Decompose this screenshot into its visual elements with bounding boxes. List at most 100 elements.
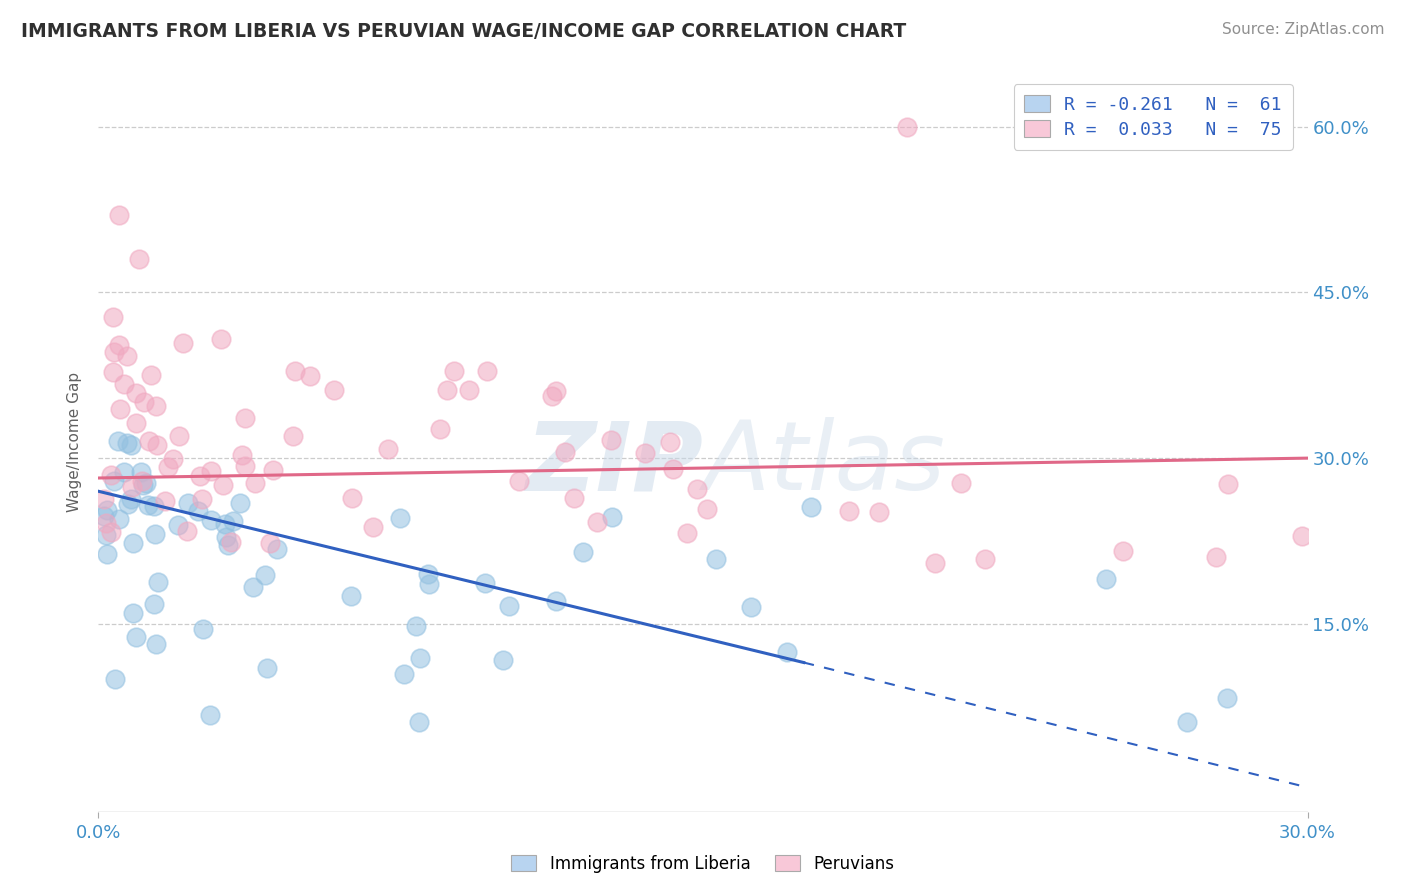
Point	[340, 589, 363, 603]
Point	[233, 410, 256, 425]
Point	[221, 535, 243, 549]
Point	[107, 434, 129, 449]
Point	[233, 458, 256, 473]
Point	[143, 527, 166, 541]
Point	[281, 429, 304, 443]
Point	[775, 645, 797, 659]
Point	[138, 434, 160, 449]
Point	[634, 446, 657, 460]
Point	[1095, 573, 1118, 587]
Point	[121, 480, 143, 494]
Point	[242, 581, 264, 595]
Point	[122, 607, 145, 621]
Point	[115, 436, 138, 450]
Point	[256, 661, 278, 675]
Text: Atlas: Atlas	[703, 417, 945, 510]
Text: Source: ZipAtlas.com: Source: ZipAtlas.com	[1222, 22, 1385, 37]
Point	[686, 482, 709, 496]
Point	[93, 492, 115, 507]
Point	[146, 437, 169, 451]
Point	[554, 445, 576, 459]
Point	[146, 575, 169, 590]
Point	[361, 520, 384, 534]
Point	[200, 708, 222, 723]
Point	[800, 500, 823, 515]
Point	[228, 496, 250, 510]
Point	[112, 377, 135, 392]
Point	[214, 517, 236, 532]
Point	[200, 513, 222, 527]
Point	[200, 465, 222, 479]
Point	[107, 208, 129, 222]
Point	[284, 364, 307, 378]
Point	[696, 502, 718, 516]
Point	[298, 369, 321, 384]
Point	[1216, 690, 1239, 705]
Point	[443, 363, 465, 377]
Point	[96, 547, 118, 561]
Point	[245, 476, 267, 491]
Point	[950, 476, 973, 491]
Point	[222, 514, 245, 528]
Point	[562, 491, 585, 505]
Point	[157, 459, 180, 474]
Point	[973, 552, 995, 566]
Point	[108, 402, 131, 417]
Point	[128, 252, 150, 267]
Point	[96, 528, 118, 542]
Point	[209, 332, 232, 346]
Point	[155, 494, 177, 508]
Point	[125, 416, 148, 430]
Point	[1216, 477, 1239, 491]
Point	[96, 502, 118, 516]
Point	[145, 399, 167, 413]
Text: ZIP: ZIP	[524, 417, 703, 510]
Point	[103, 345, 125, 359]
Point	[193, 622, 215, 636]
Point	[101, 310, 124, 325]
Point	[135, 476, 157, 491]
Point	[93, 509, 115, 524]
Point	[838, 504, 860, 518]
Point	[141, 368, 163, 382]
Point	[177, 495, 200, 509]
Point	[661, 462, 683, 476]
Point	[117, 497, 139, 511]
Point	[599, 433, 621, 447]
Point	[658, 435, 681, 450]
Point	[1175, 714, 1198, 729]
Point	[112, 465, 135, 479]
Point	[142, 499, 165, 513]
Point	[600, 510, 623, 524]
Point	[136, 498, 159, 512]
Point	[394, 667, 416, 681]
Point	[120, 437, 142, 451]
Point	[259, 536, 281, 550]
Point	[176, 524, 198, 538]
Point	[121, 536, 143, 550]
Point	[215, 529, 238, 543]
Point	[896, 120, 918, 134]
Point	[145, 637, 167, 651]
Point	[408, 715, 430, 730]
Point	[125, 386, 148, 401]
Point	[546, 384, 568, 398]
Legend: R = -0.261   N =  61, R =  0.033   N =  75: R = -0.261 N = 61, R = 0.033 N = 75	[1014, 84, 1292, 150]
Point	[217, 538, 239, 552]
Point	[191, 491, 214, 506]
Point	[475, 364, 498, 378]
Point	[1112, 543, 1135, 558]
Point	[571, 545, 593, 559]
Point	[436, 383, 458, 397]
Legend: Immigrants from Liberia, Peruvians: Immigrants from Liberia, Peruvians	[505, 848, 901, 880]
Point	[132, 394, 155, 409]
Point	[340, 491, 363, 506]
Point	[323, 383, 346, 397]
Point	[167, 429, 190, 443]
Point	[131, 474, 153, 488]
Point	[100, 524, 122, 539]
Point	[676, 526, 699, 541]
Y-axis label: Wage/Income Gap: Wage/Income Gap	[67, 371, 83, 512]
Point	[418, 576, 440, 591]
Point	[868, 505, 890, 519]
